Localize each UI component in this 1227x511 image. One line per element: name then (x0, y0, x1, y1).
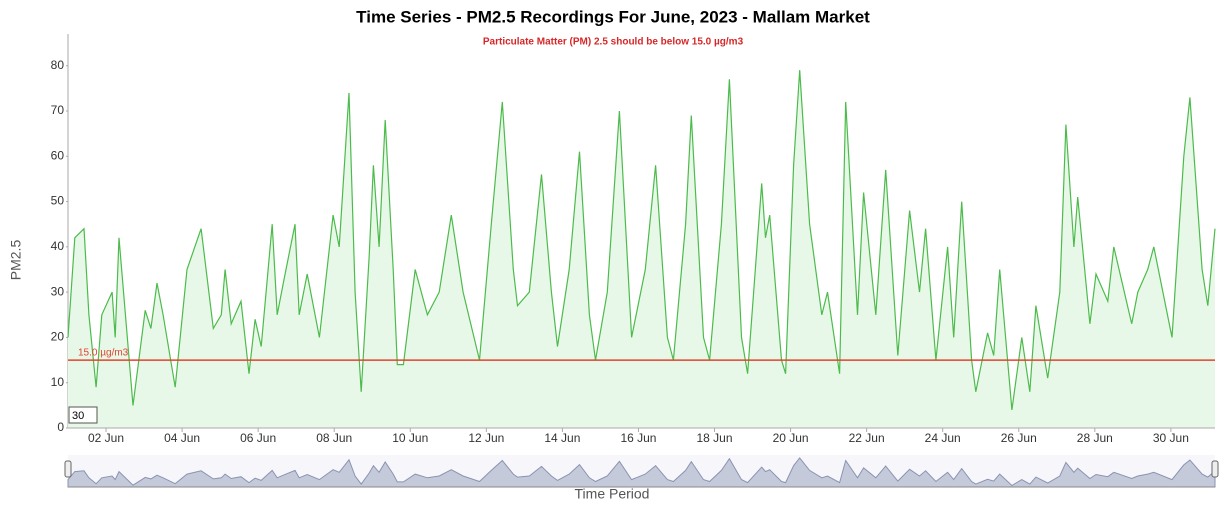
x-tick-label: 30 Jun (1153, 431, 1189, 445)
x-tick-label: 22 Jun (849, 431, 885, 445)
x-tick-label: 20 Jun (773, 431, 809, 445)
y-tick-label: 70 (51, 103, 65, 117)
x-tick-label: 04 Jun (164, 431, 200, 445)
x-tick-label: 14 Jun (544, 431, 580, 445)
y-tick-label: 20 (51, 330, 65, 344)
x-tick-label: 28 Jun (1077, 431, 1113, 445)
y-axis-title: PM2.5 (8, 240, 24, 281)
x-axis-title: Time Period (575, 486, 650, 502)
x-tick-label: 26 Jun (1001, 431, 1037, 445)
navigator-handle (64, 460, 72, 478)
y-tick-label: 80 (51, 58, 65, 72)
y-tick-label: 40 (51, 239, 65, 253)
navigator-handle (1211, 460, 1219, 478)
x-tick-label: 18 Jun (697, 431, 733, 445)
x-tick-label: 12 Jun (468, 431, 504, 445)
y-tick-label: 60 (51, 148, 65, 162)
x-tick-label: 16 Jun (620, 431, 656, 445)
y-tick-label: 10 (51, 375, 65, 389)
threshold-label: 15.0 µg/m3 (78, 348, 129, 359)
line (67, 70, 1216, 410)
roller-box (68, 406, 98, 424)
area (68, 70, 1215, 428)
x-tick-label: 02 Jun (88, 431, 124, 445)
roller-period: 30 (72, 410, 84, 422)
chart-subtitle: Particulate Matter (PM) 2.5 should be be… (483, 37, 744, 48)
chart-title: Time Series - PM2.5 Recordings For June,… (356, 7, 870, 26)
x-tick-label: 10 Jun (392, 431, 428, 445)
x-tick-label: 06 Jun (240, 431, 276, 445)
x-tick-label: 24 Jun (925, 431, 961, 445)
navigator-area (67, 457, 1216, 488)
y-tick-label: 0 (57, 420, 64, 434)
x-tick-label: 08 Jun (316, 431, 352, 445)
y-tick-label: 30 (51, 284, 65, 298)
y-tick-label: 50 (51, 194, 65, 208)
